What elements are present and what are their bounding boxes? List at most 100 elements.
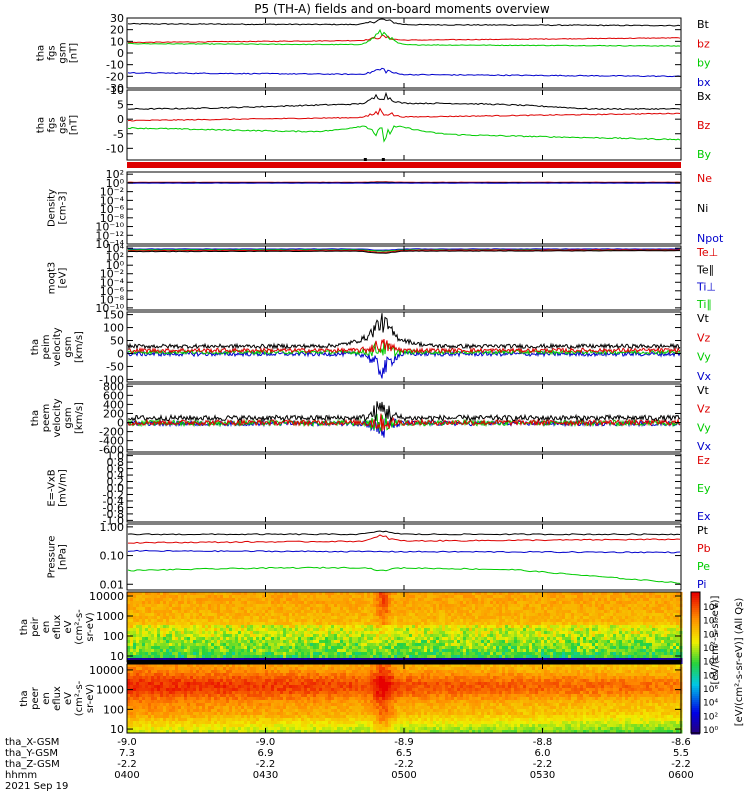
spectrogram-cell [421,637,425,641]
spectrogram-cell [655,652,659,656]
spectrogram-cell [655,640,659,644]
spectrogram-cell [613,628,617,632]
spectrogram-cell [154,622,158,626]
spectrogram-cell [469,616,473,620]
spectrogram-cell [496,622,500,626]
spectrogram-cell [208,598,212,602]
spectrogram-cell [151,613,155,617]
spectrogram-cell [217,655,221,659]
spectrogram-cell [190,652,194,656]
spectrogram-cell [229,592,233,596]
spectrogram-cell [172,625,176,629]
spectrogram-cell [130,646,134,650]
spectrogram-cell [517,622,521,626]
spectrogram-cell [172,634,176,638]
spectrogram-cell [217,640,221,644]
spectrogram-cell [550,631,554,635]
spectrogram-cell [286,616,290,620]
spectrogram-cell [181,601,185,605]
spectrogram-cell [418,643,422,647]
spectrogram-cell [352,652,356,656]
spectrogram-cell [172,595,176,599]
spectrogram-cell [553,643,557,647]
spectrogram-cell [367,628,371,632]
spectrogram-cell [235,658,239,662]
spectrogram-cell [424,634,428,638]
spectrogram-cell [427,649,431,653]
spectrogram-cell [370,649,374,653]
spectrogram-cell [163,694,167,698]
spectrogram-cell [253,640,257,644]
spectrogram-cell [646,643,650,647]
spectrogram-cell [475,634,479,638]
spectrogram-cell [262,631,266,635]
spectrogram-cell [379,613,383,617]
spectrogram-cell [676,610,680,614]
spectrogram-cell [235,610,239,614]
spectrogram-cell [577,646,581,650]
spectrogram-cell [187,631,191,635]
spectrogram-cell [628,601,632,605]
spectrogram-cell [568,622,572,626]
spectrogram-cell [139,598,143,602]
spectrogram-cell [184,682,188,686]
spectrogram-cell [142,640,146,644]
spectrogram-cell [445,646,449,650]
spectrogram-cell [667,625,671,629]
spectrogram-cell [577,652,581,656]
spectrogram-cell [172,655,176,659]
spectrogram-cell [304,607,308,611]
spectrogram-cell [169,691,173,695]
spectrogram-cell [607,634,611,638]
spectrogram-cell [352,604,356,608]
spectrogram-cell [238,622,242,626]
spectrogram-cell [157,655,161,659]
spectrogram-cell [217,628,221,632]
spectrogram-cell [292,628,296,632]
spectrogram-cell [622,595,626,599]
spectrogram-cell [148,670,152,674]
spectrogram-cell [373,649,377,653]
spectrogram-cell [136,649,140,653]
spectrogram-cell [352,634,356,638]
spectrogram-cell [133,649,137,653]
spectrogram-cell [223,604,227,608]
spectrogram-cell [403,655,407,659]
spectrogram-cell [268,595,272,599]
spectrogram-cell [127,598,131,602]
spectrogram-cell [406,652,410,656]
spectrogram-cell [184,688,188,692]
spectrogram-cell [376,595,380,599]
spectrogram-cell [625,655,629,659]
spectrogram-cell [187,643,191,647]
spectrogram-cell [175,691,179,695]
plot-title: P5 (TH-A) fields and on-board moments ov… [254,2,550,16]
spectrogram-cell [565,634,569,638]
spectrogram-cell [445,640,449,644]
spectrogram-cell [376,592,380,596]
spectrogram-cell [583,649,587,653]
spectrogram-cell [361,610,365,614]
spectrogram-cell [142,652,146,656]
spectrogram-cell [664,619,668,623]
spectrogram-cell [460,598,464,602]
spectrogram-cell [448,655,452,659]
spectrogram-cell [280,631,284,635]
spectrogram-cell [367,625,371,629]
spectrogram-cell [133,628,137,632]
spectrogram-cell [421,592,425,596]
spectrogram-cell [232,643,236,647]
spectrogram-cell [178,622,182,626]
spectrogram-cell [244,598,248,602]
spectrogram-cell [523,649,527,653]
spectrogram-cell [493,613,497,617]
spectrogram-cell [154,694,158,698]
spectrogram-cell [328,649,332,653]
spectrogram-cell [268,610,272,614]
spectrogram-cell [211,613,215,617]
spectrogram-cell [664,616,668,620]
spectrogram-cell [466,619,470,623]
spectrogram-cell [136,715,140,719]
spectrogram-cell [547,637,551,641]
spectrogram-cell [148,730,152,734]
